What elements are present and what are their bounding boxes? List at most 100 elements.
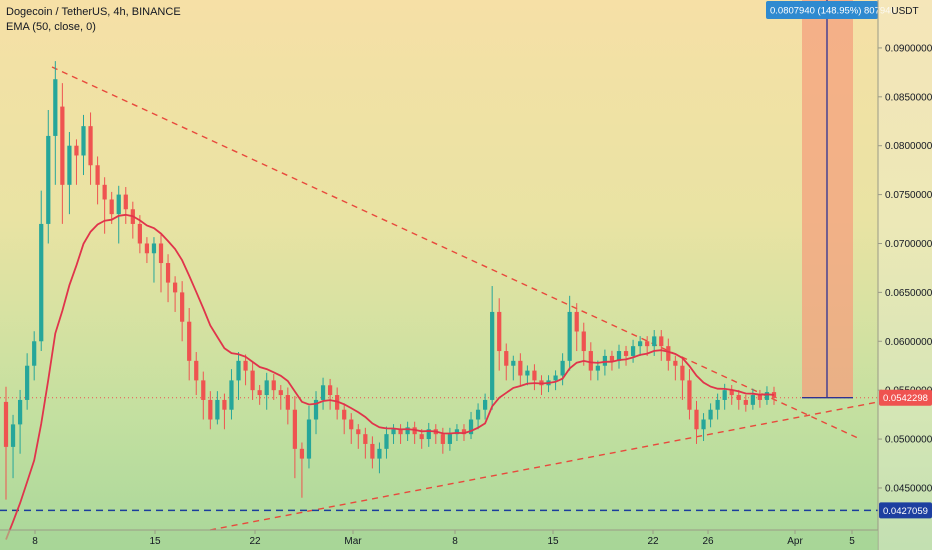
candle-body — [715, 399, 720, 410]
candle-body — [264, 380, 269, 396]
time-tick-label: 22 — [647, 536, 659, 547]
candle-body — [398, 429, 403, 435]
price-tick-label: 0.0750000 — [885, 190, 932, 201]
time-tick-label: 15 — [149, 536, 161, 547]
candle-body — [306, 419, 312, 459]
price-tick-label: 0.0600000 — [885, 337, 932, 348]
candle-body — [208, 399, 213, 420]
candle-body — [349, 419, 354, 430]
support-price-badge — [879, 502, 932, 519]
candle-body — [10, 424, 16, 447]
candle-body — [81, 126, 86, 156]
candle-body — [588, 351, 593, 371]
time-tick-label: 8 — [452, 536, 458, 547]
candle-body — [299, 448, 305, 459]
current-price-badge — [879, 389, 932, 406]
price-tick-label: 0.0700000 — [885, 239, 932, 250]
candle-body — [172, 282, 178, 293]
candle-body — [243, 360, 248, 371]
candle-body — [666, 346, 671, 361]
candle-body — [151, 243, 157, 254]
candle-body — [574, 311, 579, 332]
candle-body — [109, 199, 114, 215]
candle-body — [757, 395, 763, 400]
candle-body — [750, 395, 755, 405]
candle-body — [229, 380, 234, 410]
candle-body — [560, 360, 565, 376]
candle-body — [391, 429, 396, 435]
candle-body — [659, 336, 664, 347]
candle-body — [553, 375, 558, 381]
candle-body — [609, 355, 615, 361]
candle-body — [384, 434, 389, 449]
candle-body — [532, 370, 537, 381]
candle-body — [764, 392, 770, 400]
time-axis[interactable]: 8 15 22 Mar 8 15 22 26 Apr 5 — [0, 529, 878, 550]
candle-body — [88, 126, 93, 166]
candle-body — [320, 385, 326, 400]
candle-body — [687, 380, 692, 410]
candle-body — [525, 370, 530, 376]
candle-body — [736, 395, 741, 400]
price-tick-label: 0.0500000 — [885, 435, 932, 446]
candle-body — [567, 311, 572, 361]
candle-body — [180, 292, 185, 322]
ema-curve — [5, 213, 775, 540]
ema-line — [5, 213, 775, 540]
price-tick-label: 0.0900000 — [885, 43, 932, 54]
candle-body — [497, 311, 502, 352]
candle-body — [595, 365, 600, 371]
candle-body — [46, 135, 51, 224]
price-axis[interactable]: USDT 0.0900000 0.0850000 0.0800000 0.0750000… — [877, 0, 932, 550]
candle-body — [616, 351, 622, 361]
candle-body — [32, 341, 37, 366]
candle-body — [468, 419, 474, 435]
indicator-label[interactable]: EMA (50, close, 0) — [6, 21, 96, 33]
candle-body — [123, 194, 128, 210]
chart-legend: Dogecoin / TetherUS, 4h, BINANCE EMA (50… — [6, 5, 181, 35]
candle-body — [454, 429, 460, 435]
measure-badge — [766, 1, 878, 19]
candle-body — [475, 409, 481, 420]
candle-body — [645, 341, 650, 347]
time-tick-label: 26 — [702, 536, 714, 547]
candle-body — [250, 370, 255, 391]
candle-body — [137, 223, 142, 244]
candle-body — [236, 360, 241, 381]
candle-body — [722, 390, 727, 400]
candle-body — [67, 145, 72, 185]
symbol-title[interactable]: Dogecoin / TetherUS, 4h, BINANCE — [6, 6, 181, 18]
time-axis-panel — [0, 530, 878, 550]
triangle-pattern — [51, 66, 879, 531]
candle-body — [102, 184, 107, 200]
candle-body — [694, 409, 699, 430]
candles — [3, 61, 777, 500]
currency-label: USDT — [891, 6, 918, 17]
price-tick-label: 0.0850000 — [885, 92, 932, 103]
candle-body — [257, 390, 262, 396]
candle-body — [518, 360, 523, 376]
candle-body — [581, 331, 586, 352]
candle-body — [356, 429, 361, 435]
candle-body — [701, 419, 706, 430]
candle-body — [638, 341, 643, 347]
candle-body — [652, 336, 657, 347]
candle-body — [673, 360, 678, 366]
candle-body — [39, 223, 44, 342]
candle-body — [602, 355, 608, 366]
candle-body — [440, 434, 445, 444]
candle-body — [327, 385, 333, 396]
candle-body — [483, 399, 488, 410]
price-range-measure[interactable]: 0.0807940 (148.95%) 807940 — [766, 0, 896, 399]
price-tick-label: 0.0450000 — [885, 483, 932, 494]
candle-body — [292, 409, 297, 449]
candle-body — [74, 145, 79, 156]
candle-body — [222, 399, 227, 410]
measure-label: 0.0807940 (148.95%) 807940 — [770, 6, 896, 17]
candle-body — [771, 392, 777, 398]
candle-body — [25, 365, 30, 400]
candle-body — [377, 448, 382, 459]
price-tick-label: 0.0650000 — [885, 288, 932, 299]
